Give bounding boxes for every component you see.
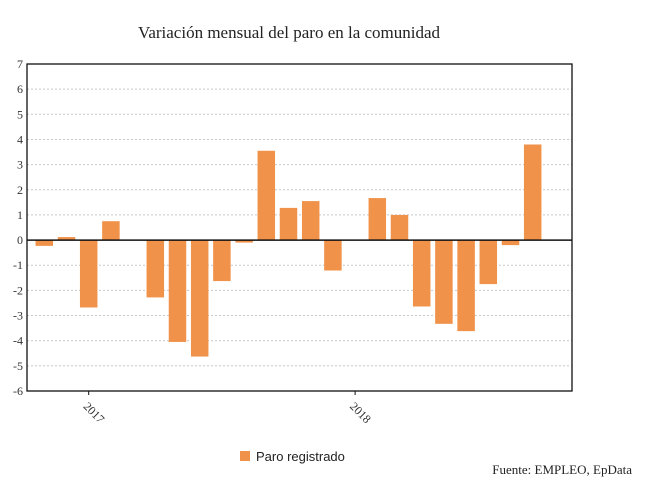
bar-2017-02 xyxy=(102,221,120,241)
bar-2018-09 xyxy=(523,144,542,241)
source-note: Fuente: EMPLEO, EpData xyxy=(492,462,632,477)
y-tick-label: 5 xyxy=(17,107,23,121)
y-tick-label: 4 xyxy=(17,132,23,146)
bar-2017-04 xyxy=(146,240,165,298)
x-tick-label: 2018 xyxy=(347,399,374,426)
bar-2018-06 xyxy=(457,240,475,332)
y-tick-label: -1 xyxy=(13,258,23,272)
legend-swatch xyxy=(240,451,250,461)
y-tick-label: 3 xyxy=(17,158,23,172)
bar-2017-10 xyxy=(279,207,298,241)
bar-2018-02 xyxy=(368,198,387,241)
bar-2018-07 xyxy=(479,240,498,285)
bars xyxy=(35,144,542,357)
bar-2017-12 xyxy=(324,240,342,271)
x-tick-label: 2017 xyxy=(81,399,108,426)
bar-2017-01 xyxy=(79,240,98,308)
y-tick-label: 1 xyxy=(17,208,23,222)
legend: Paro registrado xyxy=(240,449,345,464)
y-tick-label: -5 xyxy=(13,359,23,373)
y-tick-label: 2 xyxy=(17,183,23,197)
bar-2017-05 xyxy=(168,240,187,342)
y-tick-label: -2 xyxy=(13,283,23,297)
y-tick-label: -4 xyxy=(13,334,23,348)
bar-2017-08 xyxy=(235,240,253,243)
y-tick-label: 6 xyxy=(17,82,23,96)
y-tick-label: 0 xyxy=(17,233,23,247)
bar-2018-03 xyxy=(390,214,409,241)
bar-2017-07 xyxy=(213,240,231,282)
bar-2017-11 xyxy=(301,201,320,241)
bar-2018-08 xyxy=(501,240,520,246)
axes xyxy=(26,63,573,392)
bar-2017-06 xyxy=(190,240,209,357)
y-tick-label: -3 xyxy=(13,309,23,323)
bar-2016-11 xyxy=(35,240,54,246)
bar-2018-04 xyxy=(412,240,431,307)
y-tick-label: 7 xyxy=(17,57,23,71)
plot-frame xyxy=(26,63,573,392)
bar-2017-09 xyxy=(257,150,276,241)
x-axis-ticks: 2017 2018 xyxy=(81,391,374,426)
y-tick-label: -6 xyxy=(13,384,23,398)
chart-title: Variación mensual del paro en la comunid… xyxy=(138,23,441,42)
bar-2018-05 xyxy=(435,240,453,324)
bar-2016-12 xyxy=(57,237,76,241)
legend-label: Paro registrado xyxy=(256,449,345,464)
gridlines xyxy=(27,88,572,367)
y-axis-ticks: -6 -5 -4 -3 -2 -1 0 1 2 3 4 5 6 7 xyxy=(13,57,23,398)
